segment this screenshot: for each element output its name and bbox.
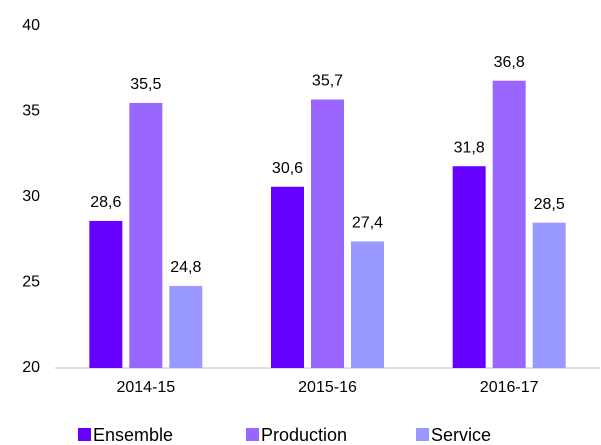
legend-swatch [246, 428, 259, 441]
bar [271, 186, 304, 368]
bar [351, 241, 384, 368]
value-label: 28,5 [534, 196, 565, 213]
legend-swatch [78, 428, 91, 441]
y-tick-label: 40 [22, 17, 40, 34]
bar [129, 102, 163, 368]
bar [169, 285, 203, 368]
value-label: 31,8 [454, 139, 485, 156]
value-label: 35,7 [312, 73, 343, 90]
value-label: 27,4 [352, 215, 383, 232]
y-tick-label: 20 [22, 359, 40, 376]
bar [452, 166, 486, 368]
y-tick-label: 35 [22, 103, 40, 120]
y-tick-label: 30 [22, 188, 40, 205]
legend-text: Service [431, 425, 491, 445]
legend-text: Ensemble [93, 425, 173, 445]
bar [311, 99, 344, 368]
x-tick-label: 2014-15 [116, 379, 175, 396]
value-label: 28,6 [90, 194, 121, 211]
bar [492, 80, 526, 368]
value-label: 30,6 [272, 160, 303, 177]
bar [89, 220, 123, 368]
x-tick-label: 2016-17 [480, 379, 539, 396]
x-tick-label: 2015-16 [298, 379, 357, 396]
legend-swatch [416, 428, 429, 441]
value-label: 24,8 [170, 259, 201, 276]
value-label: 35,5 [130, 76, 161, 93]
bar [532, 222, 566, 368]
y-tick-label: 25 [22, 274, 40, 291]
legend-text: Production [261, 425, 347, 445]
value-label: 36,8 [494, 54, 525, 71]
